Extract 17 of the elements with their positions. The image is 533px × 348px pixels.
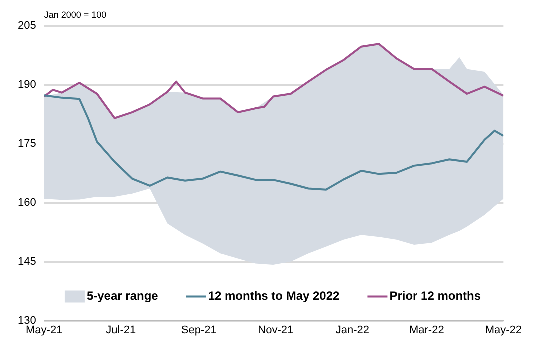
x-tick-label: Jul-21 (106, 324, 136, 336)
legend-label: Prior 12 months (390, 289, 482, 304)
text: Jan 2000 = 100 (44, 10, 107, 20)
x-tick-label: May-22 (485, 324, 522, 336)
y-tick-label: 190 (18, 78, 36, 91)
x-tick-label: Jan-22 (336, 324, 370, 336)
x-tick-label: May-21 (26, 324, 63, 336)
y-tick-label: 205 (18, 20, 36, 32)
legend-label: 12 months to May 2022 (208, 289, 340, 304)
x-tick-label: Nov-21 (258, 324, 294, 336)
x-tick-label: Mar-22 (409, 324, 444, 336)
legend-label: 5-year range (86, 289, 159, 304)
x-tick-label: Sep-21 (181, 324, 217, 336)
y-tick-label: 145 (18, 256, 36, 268)
y-tick-label: 160 (18, 196, 36, 209)
y-tick-label: 130 (18, 314, 36, 327)
y-tick-label: 175 (18, 138, 36, 150)
